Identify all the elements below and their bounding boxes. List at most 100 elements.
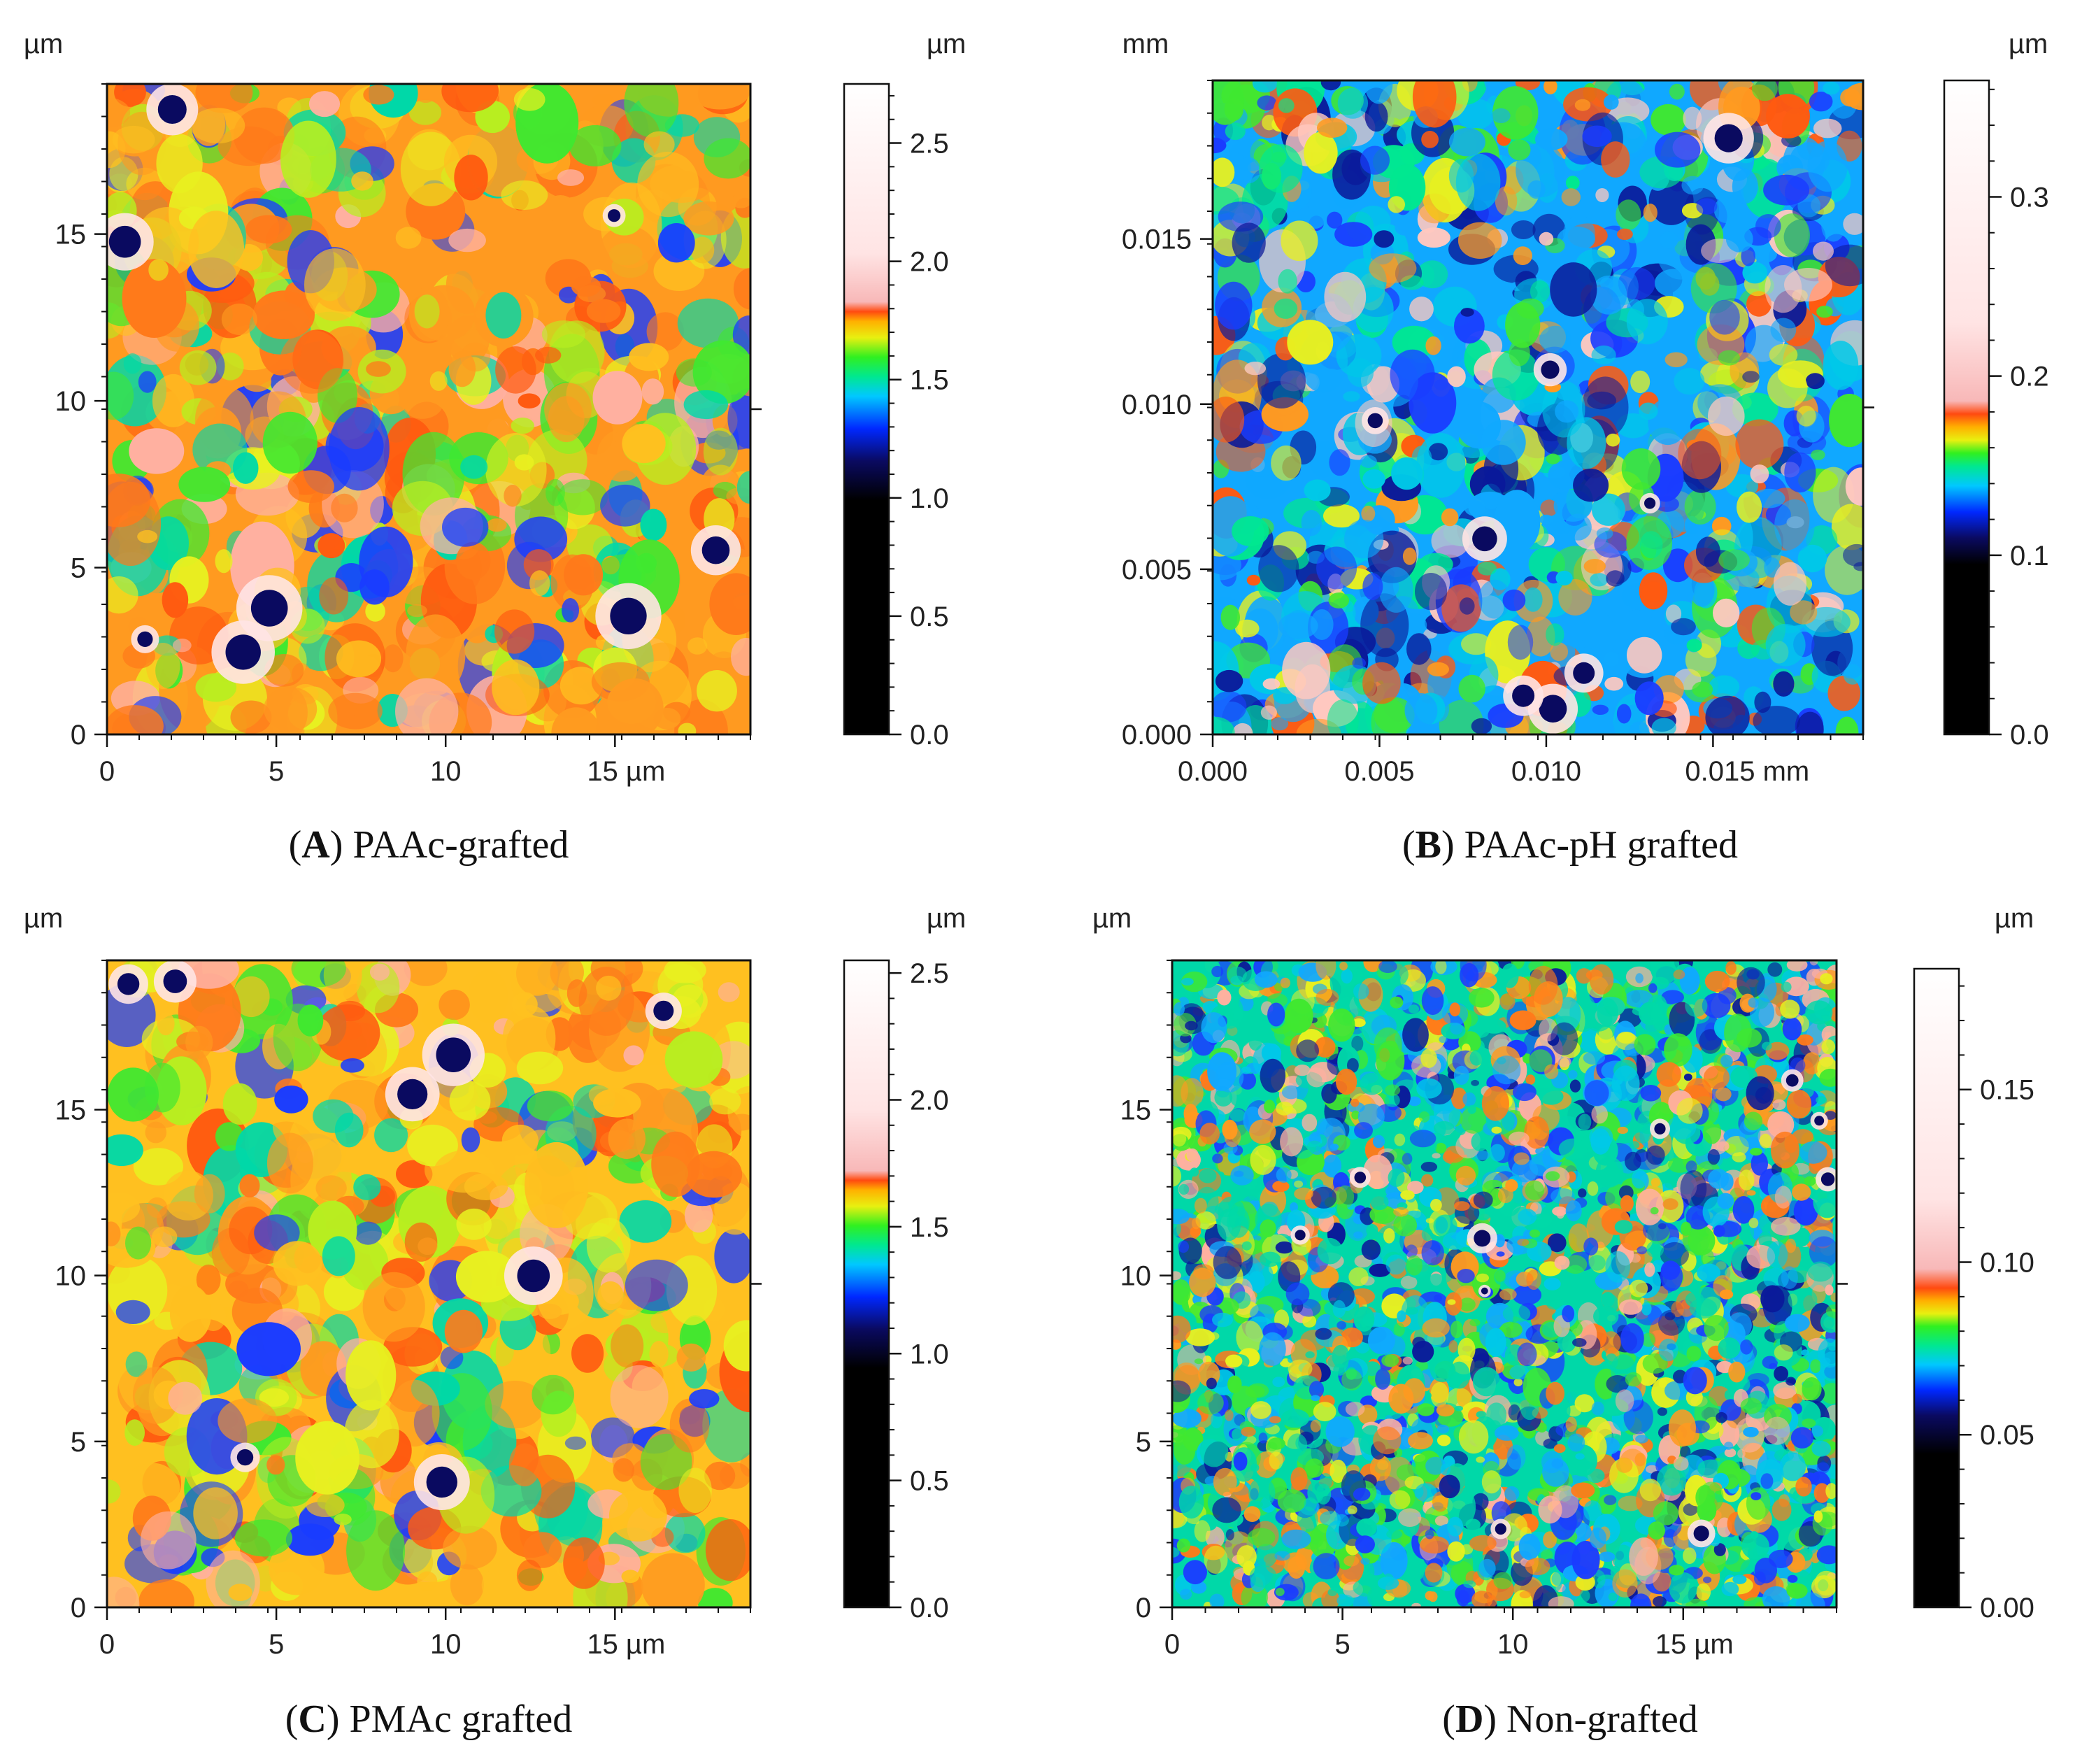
surface-blob (1753, 706, 1801, 734)
surface-blob (1544, 80, 1557, 94)
surface-blob (709, 573, 750, 635)
surface-blob (1686, 639, 1702, 652)
surface-blob (304, 248, 366, 322)
surface-blob (544, 383, 592, 436)
surface-blob (1765, 623, 1806, 667)
surface-blob (107, 1067, 159, 1122)
surface-blob (221, 304, 257, 335)
caption-open-paren: ( (285, 1698, 299, 1741)
surface-blob (646, 312, 684, 351)
surface-blob (262, 411, 318, 474)
surface-blob (1539, 514, 1554, 525)
surface-blob (1750, 1148, 1762, 1156)
surface-blob (1688, 1225, 1716, 1256)
surface-blob (1708, 1169, 1730, 1189)
surface-blob (669, 1398, 710, 1453)
panel-caption: (B) PAAc-pH grafted (1402, 823, 1738, 867)
surface-blob (1753, 245, 1777, 263)
surface-blob (516, 1051, 564, 1085)
surface-blob (1489, 1144, 1505, 1162)
surface-blob (1213, 716, 1235, 734)
surface-blob (242, 371, 272, 392)
surface-blob (1641, 1302, 1652, 1316)
surface-blob (1786, 1090, 1812, 1119)
surface-blob (1478, 1558, 1496, 1578)
colorbar-tick-label: 1.5 (910, 1212, 949, 1243)
surface-blob (1323, 504, 1360, 528)
surface-blob (140, 1511, 197, 1570)
surface-blob (1369, 253, 1417, 283)
surface-blob (1651, 718, 1676, 734)
surface-blob (1427, 639, 1446, 662)
surface-blob (1590, 276, 1627, 315)
surface-pit (1573, 662, 1595, 684)
surface-blob (1574, 1394, 1595, 1413)
surface-blob (354, 1221, 382, 1245)
surface-pit (701, 536, 730, 564)
surface-blob (624, 84, 679, 138)
surface-blob (252, 290, 315, 340)
surface-blob (1258, 1432, 1268, 1444)
surface-blob (285, 1523, 334, 1556)
surface-blob (1316, 546, 1357, 590)
surface-pit (1541, 360, 1560, 379)
surface-blob (1508, 139, 1531, 161)
surface-blob (1683, 1547, 1697, 1564)
surface-blob (1213, 137, 1227, 154)
surface-pit (1367, 413, 1383, 429)
surface-blob (678, 1467, 712, 1514)
surface-blob (319, 577, 349, 615)
surface-blob (1258, 545, 1299, 592)
surface-blob (1805, 373, 1825, 390)
surface-blob (443, 1525, 497, 1570)
surface-blob (1343, 391, 1360, 402)
y-tick-label: 0 (71, 720, 86, 751)
surface-blob (1773, 1381, 1797, 1400)
colorbar-tick-label: 2.5 (910, 958, 949, 989)
surface-blob (1660, 231, 1678, 249)
surface-blob (1402, 1356, 1413, 1365)
surface-blob (683, 201, 734, 236)
surface-blob (1539, 232, 1554, 246)
surface-blob (1457, 98, 1495, 130)
surface-blob (1601, 141, 1630, 178)
surface-blob (1504, 1486, 1520, 1501)
surface-blob (1281, 220, 1318, 262)
surface-blob (657, 223, 695, 263)
colorbar-tick-label: 2.5 (910, 129, 949, 159)
surface-blob (517, 1593, 536, 1607)
surface-blob (492, 659, 540, 716)
surface-blob (621, 1570, 640, 1584)
surface-blob (1718, 1593, 1732, 1607)
surface-blob (1225, 122, 1246, 141)
surface-blob (1441, 508, 1459, 527)
surface-blob (504, 485, 522, 507)
surface-blob (1664, 352, 1688, 368)
surface-blob (541, 320, 586, 348)
surface-blob (1700, 360, 1739, 387)
surface-blob (485, 433, 547, 506)
panel-caption: (C) PMAc grafted (285, 1698, 573, 1741)
surface-blob (1525, 1074, 1536, 1085)
surface-blob (1257, 353, 1306, 408)
surface-blob (571, 1334, 604, 1373)
surface-blob (1653, 1596, 1667, 1607)
surface-blob (1252, 80, 1278, 93)
surface-blob (1539, 325, 1572, 353)
surface-blob (1392, 325, 1436, 360)
surface-blob (1564, 513, 1592, 541)
surface-blob (1425, 1591, 1434, 1600)
surface-blob (1802, 1377, 1822, 1401)
surface-blob (545, 195, 576, 223)
surface-blob (353, 1174, 381, 1200)
surface-blob (703, 427, 738, 476)
surface-blob (1767, 368, 1808, 408)
surface-blob (1362, 573, 1383, 601)
panel-c: 0 5 10 15 µm051015µm0.00.51.01.52.02.5µm(C)… (24, 903, 966, 1741)
surface-blob (1782, 1017, 1802, 1041)
surface-blob (1448, 1361, 1471, 1389)
surface-blob (1784, 452, 1816, 493)
surface-blob (1735, 419, 1784, 470)
surface-blob (525, 1141, 589, 1228)
y-tick-label: 0.015 (1122, 225, 1192, 255)
